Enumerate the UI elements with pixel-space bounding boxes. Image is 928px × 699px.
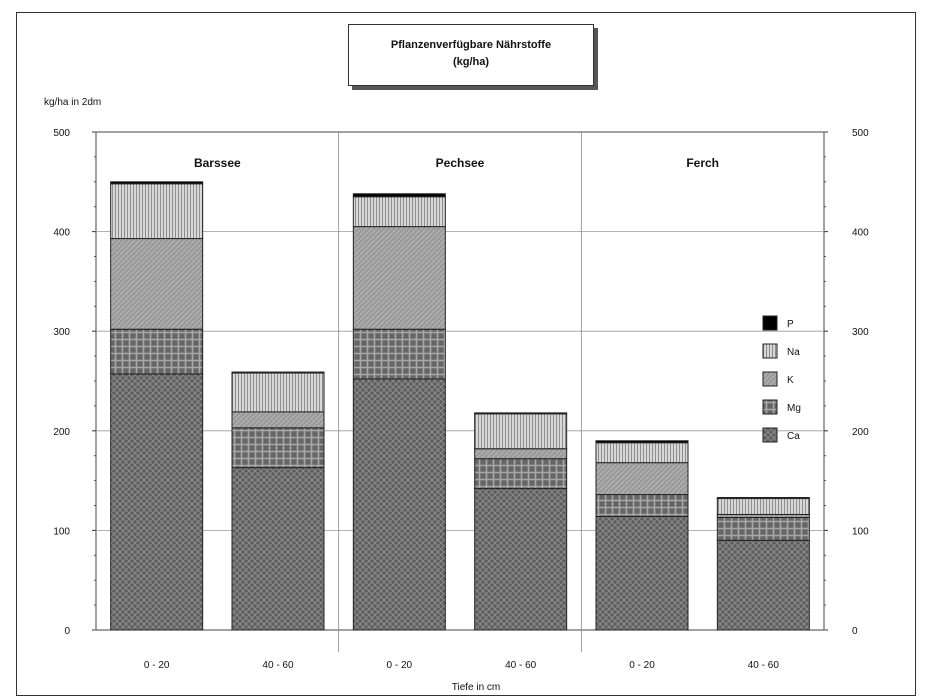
group-label: Barssee [194,156,241,170]
group-label: Ferch [686,156,719,170]
bar-segment-p [231,371,325,374]
x-tick-label: 40 - 60 [505,660,537,671]
y-tick-label-left: 500 [53,128,70,139]
bar-segment-k [352,226,446,330]
bar-segment-mg [474,458,568,490]
legend-swatch-mg [762,399,778,415]
bar-segment-na [352,196,446,228]
plot-area [95,131,825,631]
legend-swatch-p [762,315,778,331]
legend-label-ca: Ca [787,431,800,442]
chart-title-box: Pflanzenverfügbare Nährstoffe (kg/ha) [348,24,594,86]
bar-segment-k [595,462,689,496]
bar-segment-p [595,440,689,444]
bar-segment-ca [474,488,568,631]
group-label: Pechsee [436,156,485,170]
y-tick-label-right: 400 [852,228,869,239]
x-tick-label: 0 - 20 [387,660,413,671]
x-tick-label: 0 - 20 [144,660,170,671]
x-tick-label: 0 - 20 [629,660,655,671]
legend-swatch-k [762,371,778,387]
y-tick-label-left: 300 [53,327,70,338]
bars-layer [110,181,810,631]
bar-segment-na [231,372,325,413]
x-tick-label: 40 - 60 [748,660,780,671]
y-tick-label-right: 500 [852,128,869,139]
legend: P Na K Mg Ca [762,315,801,443]
chart-subtitle: (kg/ha) [452,56,490,68]
bar-segment-ca [231,467,325,631]
y-tick-label-right: 300 [852,327,869,338]
bar-segment-na [595,442,689,464]
legend-swatch-ca [762,427,778,443]
y-tick-label-right: 100 [852,526,869,537]
x-tick-label: 40 - 60 [262,660,294,671]
bar-segment-ca [110,373,204,631]
bar-segment-p [474,412,568,415]
bar-segment-mg [352,328,446,380]
legend-label-k: K [787,375,794,386]
y-axis-label: kg/ha in 2dm [44,97,101,108]
y-tick-label-left: 100 [53,526,70,537]
bar-segment-k [474,448,568,460]
bar-segment-k [110,238,204,330]
bar-segment-k [231,411,325,429]
legend-label-mg: Mg [787,403,801,414]
legend-swatch-na [762,343,778,359]
legend-label-na: Na [787,347,800,358]
y-tick-label-right: 200 [852,427,869,438]
bar-segment-na [110,183,204,240]
bar-segment-ca [716,539,810,631]
bar-segment-p [352,193,446,198]
bar-segment-p [716,497,810,500]
y-tick-label-right: 0 [852,626,858,637]
y-tick-label-left: 0 [64,626,70,637]
axis-layer: 0 0 100 100 200 200 300 300 400 400 500 500 Barssee P… [53,128,869,671]
chart-title: Pflanzenverfügbare Nährstoffe [390,39,552,51]
x-axis-label: Tiefe in cm [452,682,501,693]
bar-segment-mg [231,427,325,469]
bar-segment-ca [595,515,689,631]
bar-segment-ca [352,378,446,631]
bar-segment-p [110,181,204,185]
bar-segment-na [716,498,810,515]
bar-segment-mg [716,516,810,541]
bar-segment-mg [110,328,204,375]
y-tick-label-left: 200 [53,427,70,438]
bar-segment-na [474,413,568,450]
bar-segment-mg [595,494,689,517]
grid-layer [95,131,825,652]
y-tick-label-left: 400 [53,228,70,239]
legend-label-p: P [787,319,794,330]
